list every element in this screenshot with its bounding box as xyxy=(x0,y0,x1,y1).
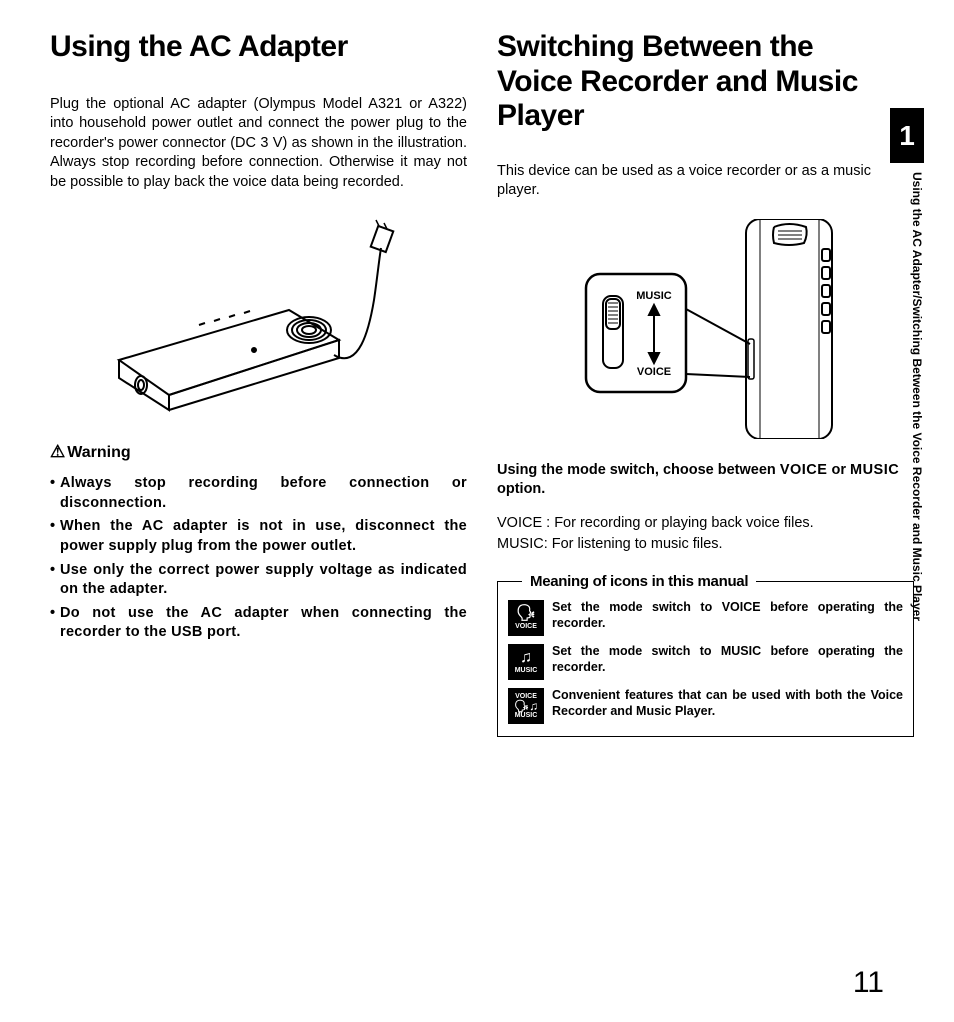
right-column: Switching Between the Voice Recorder and… xyxy=(497,30,914,737)
svg-text:VOICE: VOICE xyxy=(636,366,670,378)
voice-icon: 🗣 VOICE xyxy=(508,600,544,636)
icon-desc: Set the mode switch to VOICE before oper… xyxy=(552,600,903,636)
option-label: VOICE : xyxy=(497,514,550,534)
warning-heading: Warning xyxy=(50,442,467,462)
chapter-tab: 1 xyxy=(890,108,924,163)
option-row-voice: VOICE : For recording or playing back vo… xyxy=(497,514,914,534)
warning-item: Do not use the AC adapter when connectin… xyxy=(50,604,467,643)
left-column: Using the AC Adapter Plug the optional A… xyxy=(50,30,467,737)
mode-switch-illustration: MUSIC VOICE xyxy=(497,219,914,439)
icon-row: VOICE 🗣♫ MUSIC Convenient features that … xyxy=(508,688,903,724)
left-title: Using the AC Adapter xyxy=(50,30,467,65)
option-desc: For listening to music files. xyxy=(548,535,914,555)
side-running-title: Using the AC Adapter/Switching Between t… xyxy=(890,172,924,952)
option-desc: For recording or playing back voice file… xyxy=(550,514,914,534)
music-icon: ♫ MUSIC xyxy=(508,644,544,680)
mode-instruction: Using the mode switch, choose between VO… xyxy=(497,461,914,500)
voice-music-icon: VOICE 🗣♫ MUSIC xyxy=(508,688,544,724)
svg-text:MUSIC: MUSIC xyxy=(636,290,672,302)
warning-item: Always stop recording before connection … xyxy=(50,474,467,513)
icon-desc: Convenient features that can be used wit… xyxy=(552,688,903,724)
icon-desc: Set the mode switch to MUSIC before oper… xyxy=(552,644,903,680)
icon-row: 🗣 VOICE Set the mode switch to VOICE bef… xyxy=(508,600,903,636)
page-number: 11 xyxy=(853,966,884,1000)
meaning-legend: Meaning of icons in this manual xyxy=(522,573,756,590)
option-row-music: MUSIC: For listening to music files. xyxy=(497,535,914,555)
right-title: Switching Between the Voice Recorder and… xyxy=(497,30,914,134)
meaning-box: Meaning of icons in this manual 🗣 VOICE … xyxy=(497,573,914,737)
left-paragraph: Plug the optional AC adapter (Olympus Mo… xyxy=(50,95,467,193)
option-label: MUSIC: xyxy=(497,535,548,555)
ac-adapter-illustration xyxy=(50,210,467,420)
warning-item: When the AC adapter is not in use, disco… xyxy=(50,517,467,556)
warning-item: Use only the correct power supply voltag… xyxy=(50,561,467,600)
icon-row: ♫ MUSIC Set the mode switch to MUSIC bef… xyxy=(508,644,903,680)
right-intro: This device can be used as a voice recor… xyxy=(497,162,914,201)
warning-list: Always stop recording before connection … xyxy=(50,474,467,643)
